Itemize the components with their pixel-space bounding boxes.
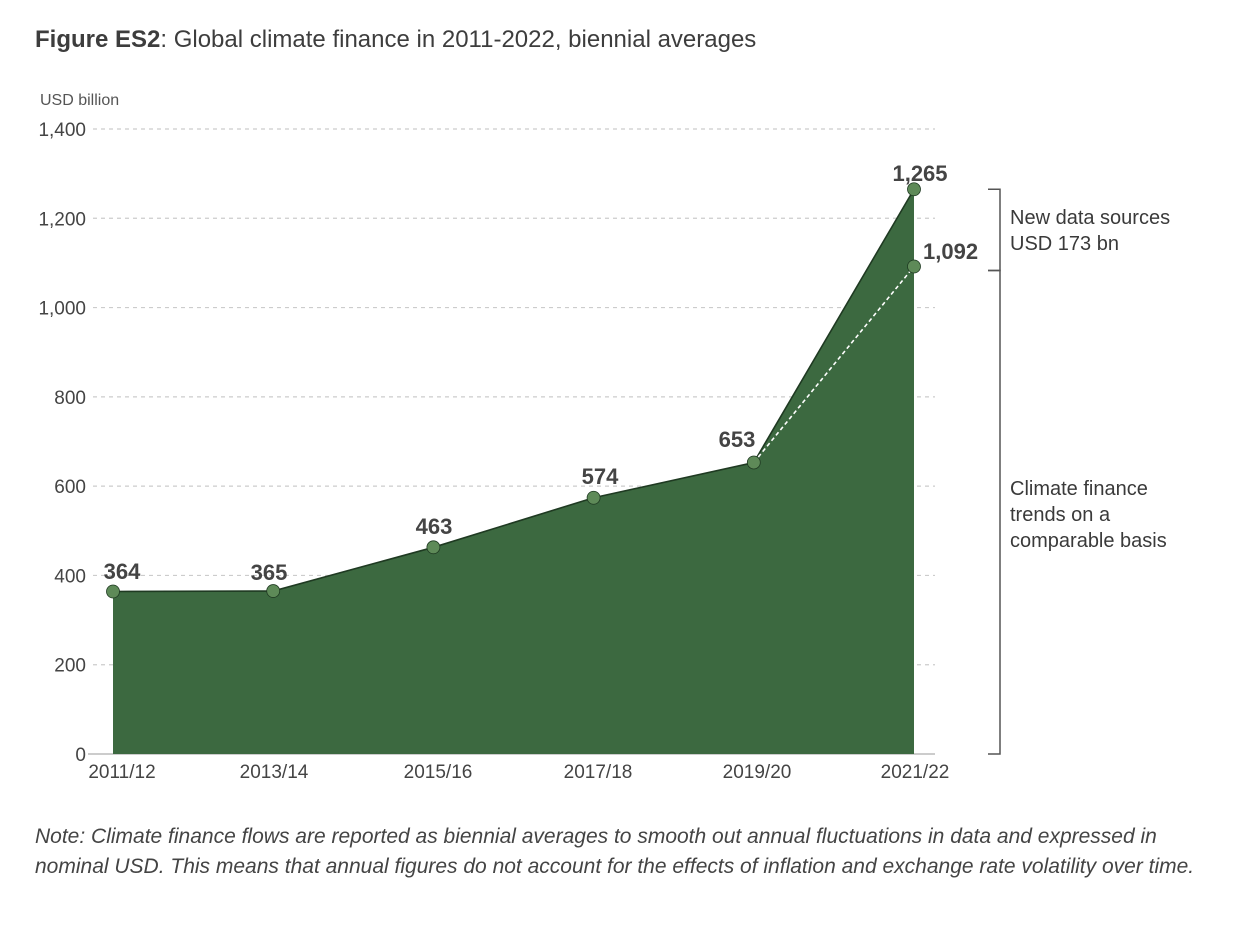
y-tick-label: 200 [54, 656, 86, 677]
x-tick-label: 2017/18 [564, 762, 633, 783]
figure-title-text: : Global climate finance in 2011-2022, b… [160, 26, 757, 53]
y-axis-label: USD billion [40, 92, 119, 109]
data-point [586, 490, 601, 505]
data-point [266, 584, 281, 598]
annotation-text: USD 173 bn [1010, 233, 1119, 255]
x-tick-label: 2013/14 [240, 762, 309, 783]
series-line [112, 188, 915, 593]
annotation-bracket [988, 269, 1001, 755]
annotation-bracket [988, 188, 1001, 272]
comparable-basis-line [753, 265, 915, 463]
y-tick-label: 1,200 [38, 209, 86, 230]
y-tick-label: 400 [54, 566, 86, 587]
data-label: 463 [416, 514, 453, 539]
figure-label: Figure ES2 [35, 26, 161, 53]
x-tick-labels: 2011/12 2013/14 2015/16 2017/18 2019/20 2021/… [88, 762, 949, 783]
annotation-text: Climate finance [1010, 478, 1148, 500]
data-label: 1,265 [892, 161, 947, 186]
area-layer [112, 188, 915, 755]
x-tick-label: 2019/20 [723, 762, 792, 783]
y-tick-label: 1,400 [38, 120, 86, 141]
y-tick-labels: 0 200 400 600 800 1,000 1,200 1,400 [38, 120, 86, 766]
data-point [907, 182, 921, 197]
data-point [106, 584, 120, 599]
data-point [426, 540, 441, 555]
data-label: 364 [104, 559, 141, 584]
comparable-data-label: 1,092 [923, 239, 978, 264]
y-tick-label: 600 [54, 477, 86, 498]
y-tick-label: 1,000 [38, 299, 86, 320]
annotation-text: trends on a [1010, 504, 1111, 526]
data-label: 653 [719, 427, 756, 452]
annotation-text: comparable basis [1010, 530, 1167, 552]
area-fill [113, 189, 914, 755]
data-point [746, 455, 761, 470]
x-tick-label: 2021/22 [881, 762, 950, 783]
x-tick-label: 2015/16 [404, 762, 473, 783]
data-labels: 364 365 463 574 653 1,265 1,092 [104, 161, 978, 585]
data-label: 574 [582, 464, 619, 489]
figure-title: Figure ES2: Global climate finance in 20… [35, 26, 756, 54]
y-tick-label: 800 [54, 388, 86, 409]
y-tick-label: 0 [75, 745, 86, 766]
x-tick-label: 2011/12 [88, 762, 155, 783]
comparable-data-point [907, 259, 921, 274]
chart: USD billion 0 200 400 600 800 1,000 1,200 1,400… [38, 92, 1170, 783]
markers [106, 182, 921, 599]
annotation-text: New data sources [1010, 207, 1170, 229]
note: Note: Climate finance flows are reported… [35, 825, 1195, 878]
annotations: New data sources USD 173 bn Climate financ… [988, 188, 1170, 755]
data-label: 365 [251, 560, 288, 585]
